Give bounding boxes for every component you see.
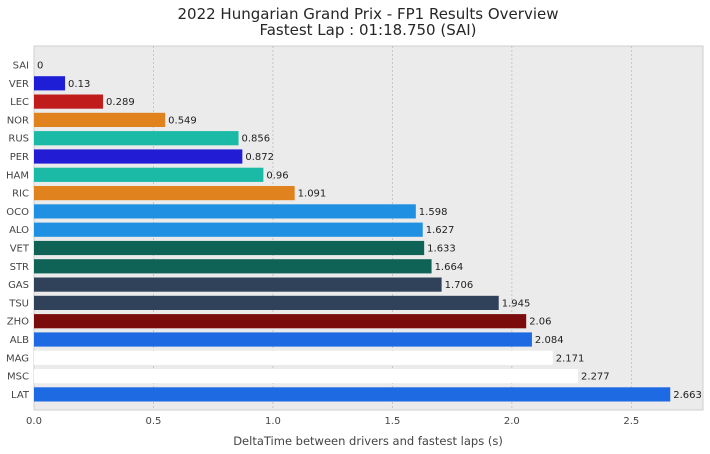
bar [34, 167, 264, 182]
bar [34, 259, 432, 274]
bar [34, 240, 425, 256]
y-tick-label: VER [9, 79, 29, 90]
y-tick-label: ALB [10, 335, 29, 346]
bar-value-label: 2.277 [581, 372, 610, 383]
y-tick-label: TSU [8, 298, 29, 309]
y-tick-label: NOR [7, 115, 29, 126]
bar-value-label: 2.171 [556, 353, 585, 364]
y-tick-label: PER [10, 152, 29, 163]
bar [34, 186, 295, 201]
x-axis-label: DeltaTime between drivers and fastest la… [233, 434, 503, 448]
x-tick-layer: 0.0 0.5 1.0 1.5 2.0 2.5 [26, 416, 639, 427]
bar-value-label: 0.96 [266, 170, 288, 181]
bar-layer [34, 76, 671, 402]
bar-value-label: 2.084 [535, 335, 564, 346]
y-tick-label: ALO [9, 225, 29, 236]
bar-value-label: 1.627 [426, 225, 455, 236]
y-tick-label: MAG [6, 353, 29, 364]
y-tick-label: GAS [8, 280, 29, 291]
y-tick-label: SAI [13, 61, 29, 72]
bar [34, 295, 499, 310]
y-tick-label: ZHO [7, 317, 29, 328]
x-tick-label: 0.5 [146, 416, 162, 427]
bar-value-label: 0.13 [68, 79, 90, 90]
bar [34, 94, 104, 109]
y-tick-label: VET [10, 244, 30, 255]
value-label-layer: 0 0.13 0.289 0.549 0.856 0.872 0.96 1.091 1.598 1… [37, 61, 702, 401]
y-tick-label: OCO [6, 207, 29, 218]
bar-value-label: 0.856 [242, 134, 271, 145]
bar [34, 131, 239, 146]
bar-value-label: 1.945 [502, 298, 531, 309]
bar-value-label: 1.706 [445, 280, 474, 291]
bar [34, 76, 66, 91]
x-tick-label: 2.5 [623, 416, 639, 427]
bar [34, 332, 532, 347]
y-tick-label: LEC [10, 97, 29, 108]
bar [34, 222, 423, 237]
bar [34, 369, 579, 384]
y-tick-layer: SAI VER LEC NOR RUS PER HAM RIC OCO ALO VET STR GAS T… [6, 61, 30, 401]
bar [34, 314, 527, 329]
bar-value-label: 1.598 [419, 207, 448, 218]
bar [34, 112, 166, 127]
x-tick-label: 0.0 [26, 416, 42, 427]
bar [34, 204, 416, 219]
bar-value-label: 0.289 [106, 97, 135, 108]
bar [34, 277, 442, 292]
bar-value-label: 1.664 [435, 262, 464, 273]
bar [34, 387, 671, 402]
bar-value-label: 0.549 [168, 115, 197, 126]
chart-subtitle: Fastest Lap : 01:18.750 (SAI) [259, 21, 476, 39]
bar-value-label: 2.663 [673, 390, 702, 401]
bar-value-label: 1.633 [427, 244, 456, 255]
chart-title: 2022 Hungarian Grand Prix - FP1 Results … [177, 5, 558, 23]
x-tick-label: 2.0 [504, 416, 520, 427]
y-tick-label: MSC [7, 372, 29, 383]
bar [34, 149, 243, 164]
x-tick-label: 1.5 [384, 416, 400, 427]
bar-value-label: 0.872 [245, 152, 274, 163]
y-tick-label: LAT [11, 390, 30, 401]
bar-value-label: 0 [37, 61, 43, 72]
bar-value-label: 2.06 [529, 317, 551, 328]
bar [34, 350, 553, 365]
y-tick-label: RIC [12, 189, 29, 200]
y-tick-label: HAM [6, 170, 29, 181]
y-tick-label: RUS [8, 134, 29, 145]
bar-value-label: 1.091 [298, 189, 327, 200]
x-tick-label: 1.0 [265, 416, 281, 427]
y-tick-label: STR [10, 262, 29, 273]
